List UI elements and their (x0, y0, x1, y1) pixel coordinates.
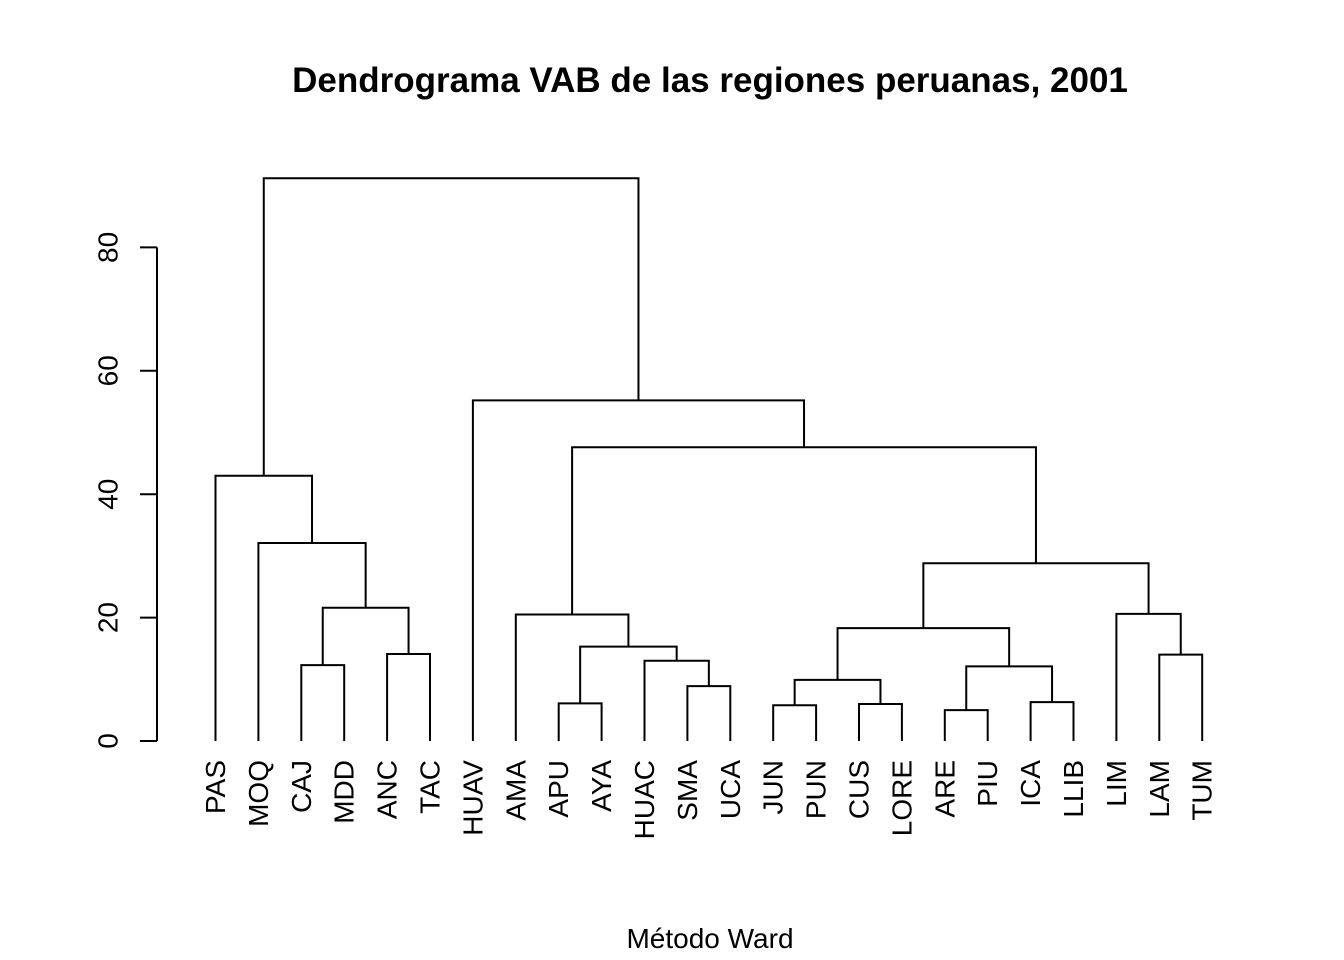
leaf-label: PAS (200, 760, 231, 814)
dendrogram-branch (214, 474, 314, 741)
leaf-label: LAM (1144, 760, 1175, 818)
leaf-label: ANC (372, 760, 403, 819)
leaf-labels: PAS MOQ CAJ MDD ANC TAC HUAV AMA APU AYA HUAC SMA UC… (200, 760, 1218, 840)
leaf-label: HUAV (457, 760, 488, 836)
dendrogram-branch (579, 645, 678, 704)
dendrogram-branch (922, 562, 1150, 629)
leaf-label: CAJ (286, 760, 317, 813)
leaf-label: LLIB (1058, 760, 1089, 818)
leaf-label: HUAC (629, 760, 660, 839)
y-axis: 0 20 40 60 80 (93, 232, 158, 749)
leaf-label: PUN (801, 760, 832, 819)
leaf-label: CUS (844, 760, 875, 819)
leaf-label: JUN (758, 760, 789, 814)
dendrogram-branch (471, 399, 806, 741)
leaf-label: UCA (715, 760, 746, 819)
dendrogram-branch (858, 702, 903, 741)
leaf-label: ICA (1015, 760, 1046, 807)
leaf-label: SMA (672, 760, 703, 821)
dendrogram-branch (514, 613, 630, 741)
y-tick-label: 60 (93, 355, 124, 386)
leaf-label: ARE (929, 760, 960, 818)
leaf-label: TUM (1187, 760, 1218, 821)
chart-title: Dendrograma VAB de las regiones peruanas… (292, 61, 1128, 100)
y-tick-label: 0 (93, 733, 124, 749)
dendrogram-branch (943, 709, 989, 741)
dendrogram-branch (300, 664, 346, 741)
y-tick-label: 40 (93, 479, 124, 510)
dendrogram-branch (643, 659, 710, 741)
dendrogram-branch (557, 702, 603, 741)
dendrogram-branch (1029, 701, 1075, 741)
dendrogram-branch (321, 606, 410, 666)
dendrogram-branch (1115, 612, 1182, 741)
leaf-label: PIU (972, 760, 1003, 807)
dendrogram-branch (262, 177, 640, 476)
leaf-label: TAC (415, 760, 446, 814)
leaf-label: MOQ (243, 760, 274, 827)
leaf-label: APU (543, 760, 574, 818)
leaf-label: LIM (1101, 760, 1132, 807)
leaf-label: AYA (586, 760, 617, 812)
dendrogram-branch (257, 541, 367, 741)
dendrogram-branch (571, 446, 1037, 615)
dendrogram-branch (772, 704, 818, 741)
y-tick-label: 20 (93, 602, 124, 633)
leaf-label: AMA (500, 760, 531, 821)
dendrogram-branches (214, 177, 1204, 741)
leaf-label: MDD (329, 760, 360, 824)
y-tick-label: 80 (93, 232, 124, 263)
dendrogram-branch (1158, 653, 1204, 741)
x-axis-label: Método Ward (626, 923, 793, 954)
dendrogram-branch (386, 653, 431, 741)
leaf-label: LORE (886, 760, 917, 836)
dendrogram-branch (965, 665, 1054, 711)
dendrogram-branch (793, 678, 882, 706)
dendrogram-branch (836, 627, 1011, 680)
dendrogram-branch (686, 685, 732, 741)
